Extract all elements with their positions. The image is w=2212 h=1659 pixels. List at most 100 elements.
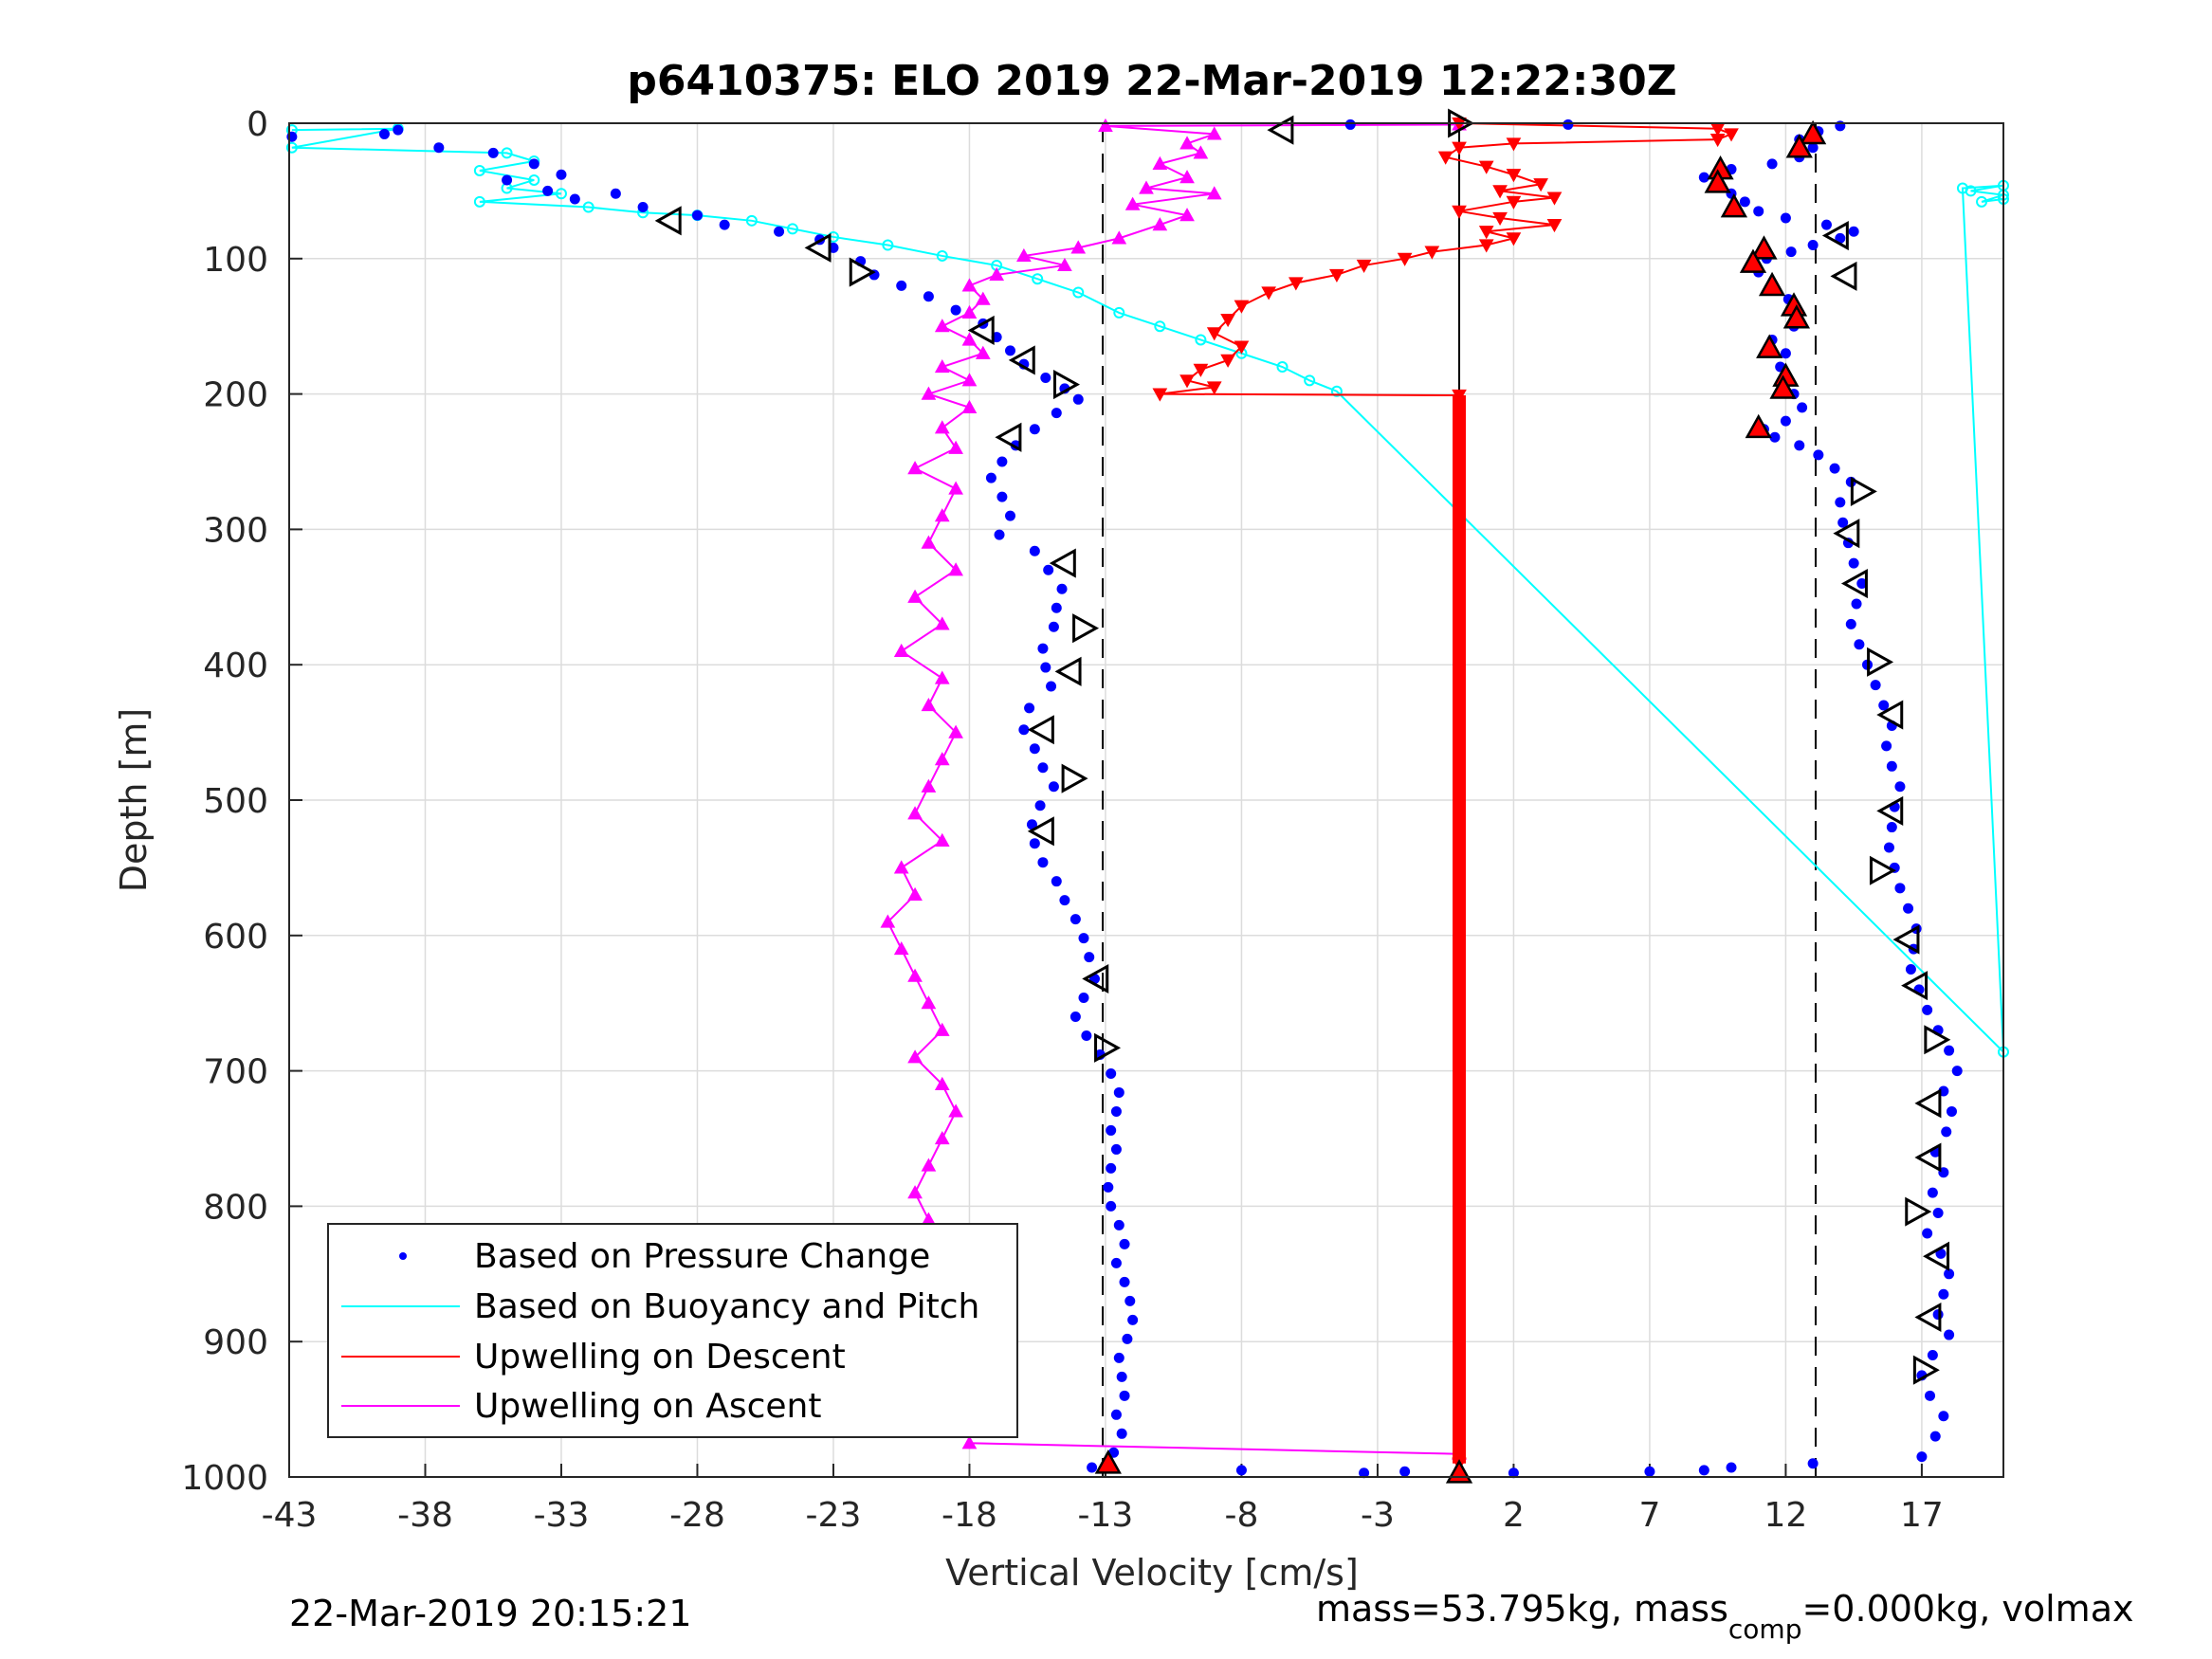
filled-triangle-marker [1782,304,1811,329]
ascent-point [1179,208,1195,222]
pressure-point [1886,822,1897,833]
descent-point [1424,246,1440,260]
pressure-point [1051,408,1062,419]
y-tick-label: 100 [203,241,268,280]
pressure-point [1851,598,1862,610]
descent-point [1506,137,1522,152]
pressure-point [1046,681,1057,692]
y-tick-label: 600 [203,918,268,957]
descent-point [1288,277,1304,291]
pressure-point [1698,1465,1709,1476]
ascent-point [921,698,937,712]
open-triangle-marker [1027,816,1054,847]
x-tick-label: 12 [1764,1496,1808,1535]
ascent-point [934,616,950,630]
open-triangle-marker [1833,519,1860,549]
descent-point [1506,195,1522,210]
open-triangle-marker [1049,548,1076,578]
x-tick-label: -43 [262,1496,318,1535]
ascent-point [1057,257,1072,272]
ascent-point [948,481,963,495]
descent-point [1179,374,1195,389]
pressure-point [1766,158,1778,170]
open-triangle-marker [849,257,876,287]
open-triangle-marker [1892,924,1920,955]
buoyancy-point [1072,286,1085,299]
ascent-point [1111,230,1127,245]
pressure-point [542,185,554,196]
legend-item-ascent: Upwelling on Ascent [341,1387,821,1426]
open-triangle-marker [1821,220,1849,251]
pressure-point [1922,1004,1933,1015]
descent-point [1261,286,1276,301]
pressure-point [1780,415,1791,427]
chart-title: p6410375: ELO 2019 22-Mar-2019 12:22:30Z [627,57,1676,105]
pressure-point [896,280,907,291]
pressure-point [1929,1431,1941,1442]
pressure-point [1037,643,1049,654]
pressure-point [996,491,1008,502]
y-tick-label: 700 [203,1053,268,1092]
pressure-point [985,472,996,483]
pressure-point [1106,1162,1117,1174]
ascent-point [921,778,937,793]
filled-triangle-marker [1094,1449,1122,1474]
descent-point [1492,185,1508,199]
legend-swatch-pressure [399,1252,407,1260]
open-triangle-marker [1061,763,1088,793]
legend-item-pressure: Based on Pressure Change [399,1237,930,1276]
open-triangle-marker [1914,1302,1942,1333]
filled-triangle-marker [1769,374,1797,399]
pressure-point [1927,1187,1938,1198]
pressure-point [1072,393,1084,405]
pressure-point [1124,1295,1136,1306]
pressure-point [502,174,513,186]
buoyancy-point [1195,334,1207,346]
pressure-point [1894,883,1906,894]
buoyancy-point [1304,374,1316,387]
pressure-point [1878,700,1890,711]
legend-item-buoyancy: Based on Buoyancy and Pitch [341,1287,979,1326]
legend-label-ascent: Upwelling on Ascent [474,1387,821,1426]
descent-point [1206,327,1222,341]
open-triangle-marker [1054,656,1082,686]
pressure-point [1106,1124,1117,1136]
buoyancy-point [285,141,298,154]
ascent-point [893,643,909,658]
pressure-point [1399,1466,1411,1477]
pressure-point [1040,662,1051,673]
pressure-point [1034,800,1046,811]
x-tick-label: -28 [669,1496,725,1535]
descent-point [1546,219,1563,233]
buoyancy-point [473,195,485,208]
pressure-point [1870,680,1881,691]
pressure-point [1698,172,1709,183]
pressure-point [1739,196,1750,208]
pressure-point [1854,639,1865,650]
descent-point [1329,268,1344,283]
pressure-point [1644,1466,1655,1477]
ascent-point [961,399,978,413]
pressure-point [1807,240,1819,251]
pressure-point [1051,876,1062,887]
footer-mass-subscript: comp [1728,1613,1802,1645]
ascent-point [1179,136,1195,150]
filled-triangle-marker [1750,235,1778,260]
pressure-point [1110,1409,1122,1420]
pressure-point [1110,1257,1122,1268]
ascent-line [887,123,1460,1455]
pressure-point [1029,545,1040,556]
ascent-point [907,886,923,902]
pressure-point [1106,1067,1117,1079]
pressure-point [1856,578,1868,590]
open-triangle-marker [995,422,1022,452]
open-triangle-marker [1923,1241,1950,1271]
pressure-point [1845,618,1856,629]
pressure-point [1043,564,1054,575]
pressure-point [1508,1468,1519,1479]
ascent-point [989,266,1005,282]
pressure-point [1037,762,1049,774]
pressure-point [569,193,580,205]
filled-triangle-marker [1745,413,1772,439]
pressure-point [378,128,390,139]
